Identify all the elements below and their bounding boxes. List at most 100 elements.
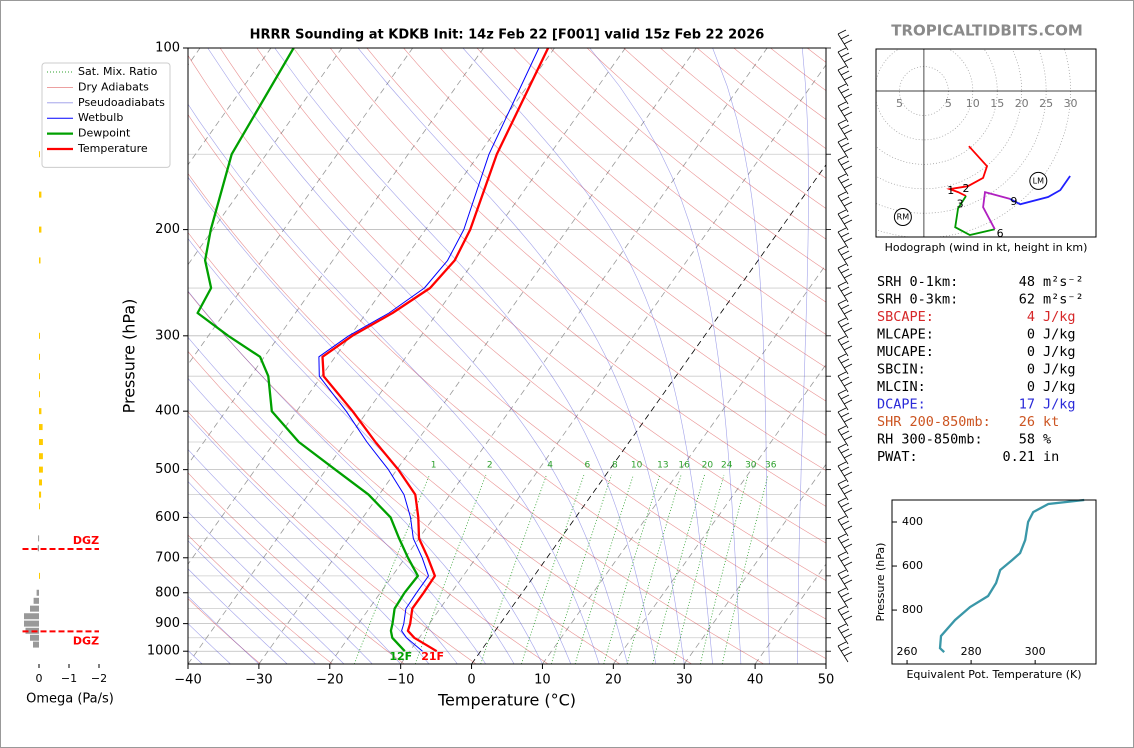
dry-adiabat [188, 54, 826, 620]
height-label: 3 [957, 197, 964, 210]
dry-adiabat [188, 350, 549, 664]
dry-adiabat [586, 48, 826, 240]
legend-box [41, 62, 171, 168]
omega-bar [39, 453, 43, 460]
x-tick-label: 280 [961, 645, 982, 658]
stat-value: 48 [1019, 274, 1035, 290]
stat-label: SRH 0-1km: [877, 274, 958, 290]
dry-adiabat [403, 48, 826, 402]
x-tick-label: 25 [1039, 97, 1053, 110]
height-label: 1 [947, 184, 954, 197]
dry-adiabat [476, 48, 826, 335]
wind-barb [837, 533, 853, 555]
pseudoadiabat [188, 290, 515, 664]
stat-unit: J/kg [1043, 397, 1076, 413]
omega-bar [39, 391, 40, 398]
stat-unit: J/kg [1043, 362, 1076, 378]
y-tick-label: 700 [155, 550, 180, 565]
x-tick-label: −10 [387, 673, 414, 688]
legend-label: Temperature [77, 142, 148, 155]
legend-label: Sat. Mix. Ratio [78, 65, 158, 78]
wind-barb [837, 29, 853, 51]
pseudoadiabat [188, 481, 373, 664]
wind-barb [837, 65, 853, 87]
omega-bar [39, 439, 43, 446]
x-tick-label: 260 [897, 645, 918, 658]
x-tick-label: 40 [747, 673, 764, 688]
mixing-ratio-line [574, 474, 634, 664]
hodograph-area: 5 5 10 15 20 25 30 1 2 3 6 9 RM LM [876, 49, 1096, 237]
wind-barb [837, 119, 853, 141]
omega-bar [36, 589, 39, 596]
x-tick-label: −40 [174, 673, 201, 688]
dry-adiabat [513, 48, 826, 303]
legend-label: Dewpoint [78, 127, 131, 140]
pseudoadiabat [712, 48, 770, 664]
stat-label: RH 300-850mb: [877, 432, 983, 448]
storm-motion-marker [1029, 171, 1048, 190]
stat-value: 0 [1027, 327, 1035, 343]
dgz-label: DGZ [73, 634, 99, 647]
isotherm [329, 48, 768, 664]
wind-barb [837, 83, 853, 105]
dry-adiabat [550, 48, 826, 271]
y-tick-label: 600 [902, 559, 923, 572]
stat-label: SRH 0-3km: [877, 292, 958, 308]
stat-label: SBCAPE: [877, 309, 934, 325]
pseudoadiabat [797, 48, 809, 664]
wind-barb [837, 515, 853, 537]
storm-motion-marker [893, 207, 912, 226]
dry-adiabat [188, 291, 621, 664]
wind-barb [837, 173, 853, 195]
wind-barb [837, 335, 853, 357]
pseudoadiabat [188, 595, 260, 664]
dry-adiabat [440, 48, 826, 368]
stat-unit: in [1043, 449, 1059, 465]
mixing-ratio-label: 13 [657, 461, 668, 471]
x-tick-label: 300 [1025, 645, 1046, 658]
y-tick-label: 400 [155, 404, 180, 419]
wind-barb [837, 353, 853, 375]
omega-bar [39, 491, 42, 498]
x-tick-label: −2 [91, 672, 107, 685]
hodograph-line [946, 145, 989, 197]
hodograph-caption: Hodograph (wind in kt, height in km) [885, 241, 1088, 254]
x-tick-label: 10 [534, 673, 551, 688]
stat-label: PWAT: [877, 449, 918, 465]
x-tick-label: −30 [245, 673, 272, 688]
pseudoadiabat [188, 449, 401, 664]
y-tick-label: 900 [155, 616, 180, 631]
height-label: 9 [1010, 195, 1017, 208]
pseudoadiabat [188, 103, 600, 664]
wind-barb [837, 407, 853, 429]
omega-bar [39, 151, 40, 158]
stat-value: 26 [1019, 414, 1035, 430]
legend-label: Wetbulb [78, 111, 123, 124]
site-name: TROPICALTIDBITS.COM [891, 22, 1083, 40]
omega-bar [39, 353, 40, 360]
x-tick-label: 30 [676, 673, 693, 688]
isotherm [683, 463, 826, 664]
pseudoadiabat [274, 48, 657, 664]
surface-label: 12F [389, 650, 412, 663]
x-axis-label: Temperature (°C) [437, 691, 576, 710]
mixing-ratio-line [603, 474, 661, 664]
x-tick-label: 5 [945, 97, 952, 110]
mixing-ratio-line [721, 474, 769, 664]
omega-bar [39, 408, 42, 415]
omega-bar [33, 597, 39, 604]
wind-barb [837, 425, 853, 447]
wind-barb [837, 389, 853, 411]
mixing-ratio-line [480, 474, 547, 664]
dry-adiabat [188, 114, 826, 660]
omega-bar [38, 535, 40, 542]
stat-unit: J/kg [1043, 309, 1076, 325]
storm-motion-label: RM [897, 212, 910, 221]
dry-adiabat [366, 48, 826, 436]
hodograph-line [982, 190, 1011, 230]
isotherm [471, 164, 826, 664]
stat-value: 62 [1019, 292, 1035, 308]
wind-barb [837, 155, 853, 177]
wind-barb [837, 641, 853, 663]
wind-barb [837, 299, 853, 321]
